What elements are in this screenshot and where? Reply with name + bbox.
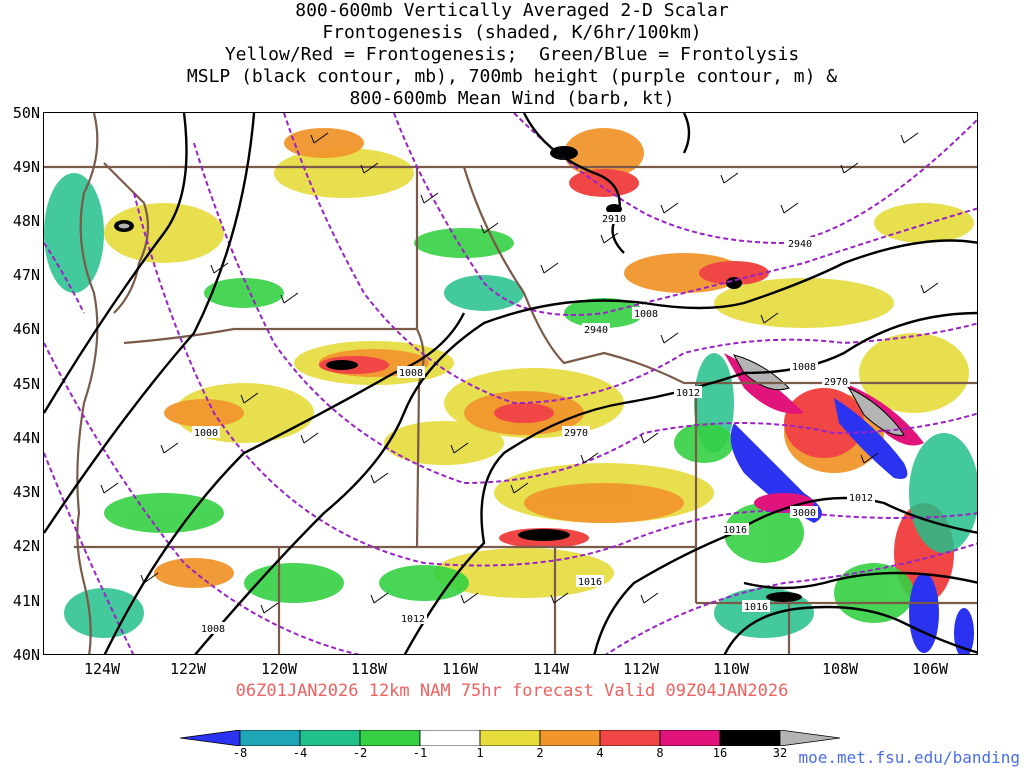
lon-label-118w: 118W — [350, 660, 388, 678]
lat-label-40n: 40N — [12, 646, 40, 664]
lat-label-41n: 41N — [12, 592, 40, 610]
lon-label-124w: 124W — [83, 660, 121, 678]
mslp-label-1016-b: 1016 — [578, 577, 602, 588]
mslp-label-1008-b: 1008 — [634, 309, 658, 320]
mslp-label-1012-c: 1012 — [401, 614, 425, 625]
lat-label-48n: 48N — [12, 212, 40, 230]
height-label-2970-b: 2970 — [824, 377, 848, 388]
colorbar-label-4: 4 — [596, 746, 604, 760]
lon-label-120w: 120W — [260, 660, 298, 678]
title-line-4: MSLP (black contour, mb), 700mb height (… — [186, 66, 838, 87]
lat-label-45n: 45N — [12, 375, 40, 393]
colorbar-swatch-5 — [479, 730, 541, 746]
colorbar-label-2: 2 — [536, 746, 544, 760]
colorbar-swatch-9 — [719, 730, 781, 746]
mslp-label-1000: 1000 — [194, 428, 218, 439]
lon-label-116w: 116W — [441, 660, 479, 678]
title-line-2: Frontogenesis (shaded, K/6hr/100km) — [322, 22, 702, 43]
lon-label-114w: 114W — [532, 660, 570, 678]
forecast-valid-line: 06Z01JAN2026 12km NAM 75hr forecast Vali… — [235, 681, 789, 701]
lat-label-42n: 42N — [12, 537, 40, 555]
colorbar-swatch-lt-8 — [180, 730, 241, 746]
chart-title: 800-600mb Vertically Averaged 2-D Scalar… — [0, 0, 1024, 110]
height-label-2940-a: 2940 — [584, 325, 608, 336]
height-label-2940-b: 2940 — [788, 239, 812, 250]
colorbar-swatch-3 — [359, 730, 421, 746]
mslp-contours — [44, 113, 977, 654]
contour-labels: 1000 1008 1008 1008 1008 1012 1012 1012 … — [192, 212, 875, 635]
colorbar-label-8: 8 — [656, 746, 664, 760]
lon-label-106w: 106W — [911, 660, 949, 678]
colorbar-swatch-7 — [599, 730, 661, 746]
lat-label-50n: 50N — [12, 104, 40, 122]
colorbar-label-1: 1 — [476, 746, 484, 760]
height-label-3000: 3000 — [792, 508, 816, 519]
colorbar-label-32: 32 — [772, 746, 788, 760]
height-contours — [44, 113, 977, 654]
colorbar-label-neg2: -2 — [352, 746, 368, 760]
colorbar-swatch-2 — [299, 730, 361, 746]
mslp-label-1008-d: 1008 — [201, 624, 225, 635]
colorbar-label-neg1: -1 — [412, 746, 428, 760]
colorbar-swatch-8 — [659, 730, 721, 746]
colorbar-swatches — [180, 730, 840, 746]
colorbar-swatch-6 — [539, 730, 601, 746]
colorbar-label-neg4: -4 — [292, 746, 308, 760]
credit-url: moe.met.fsu.edu/banding — [798, 748, 1020, 767]
frontogenesis-map: 1000 1008 1008 1008 1008 1012 1012 1012 … — [43, 112, 978, 655]
political-borders — [44, 113, 977, 654]
colorbar: -8 -4 -2 -1 1 2 4 8 16 32 — [180, 730, 840, 768]
mslp-label-1016-c: 1016 — [744, 602, 768, 613]
lat-label-47n: 47N — [12, 266, 40, 284]
mslp-label-1012-a: 1012 — [676, 388, 700, 399]
colorbar-swatch-gt-32 — [779, 730, 840, 746]
colorbar-swatch-4 — [419, 730, 481, 746]
colorbar-label-16: 16 — [712, 746, 728, 760]
title-line-3: Yellow/Red = Frontogenesis; Green/Blue =… — [224, 44, 800, 65]
colorbar-label-neg8: -8 — [232, 746, 248, 760]
lon-label-112w: 112W — [622, 660, 660, 678]
lat-label-49n: 49N — [12, 158, 40, 176]
title-line-1: 800-600mb Vertically Averaged 2-D Scalar — [295, 0, 729, 21]
lat-label-43n: 43N — [12, 483, 40, 501]
lon-label-122w: 122W — [169, 660, 207, 678]
height-label-2970-a: 2970 — [564, 428, 588, 439]
lon-label-108w: 108W — [821, 660, 859, 678]
mslp-label-1008-a: 1008 — [399, 368, 423, 379]
mslp-label-1008-c: 1008 — [792, 362, 816, 373]
wind-barbs — [100, 132, 939, 614]
lon-label-110w: 110W — [712, 660, 750, 678]
frontogenesis-shading — [44, 128, 977, 654]
mslp-label-1012-b: 1012 — [849, 493, 873, 504]
lat-label-44n: 44N — [12, 429, 40, 447]
colorbar-swatch-1 — [239, 730, 301, 746]
height-label-2910: 2910 — [602, 214, 626, 225]
lat-label-46n: 46N — [12, 320, 40, 338]
mslp-label-1016-a: 1016 — [723, 525, 747, 536]
map-canvas: 1000 1008 1008 1008 1008 1012 1012 1012 … — [44, 113, 977, 654]
title-line-5: 800-600mb Mean Wind (barb, kt) — [349, 88, 675, 109]
